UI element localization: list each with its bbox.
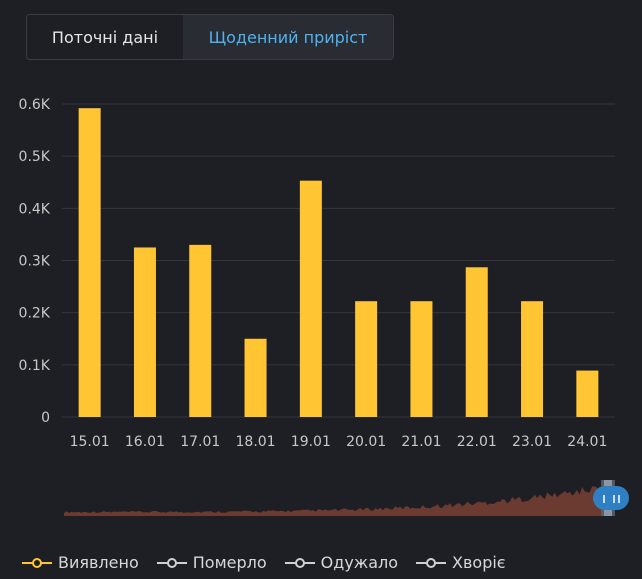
view-tabs: Поточні дані Щоденний приріст bbox=[26, 14, 394, 60]
x-tick-label: 15.01 bbox=[70, 434, 110, 450]
y-tick-label: 0.5K bbox=[19, 149, 51, 165]
x-tick-label: 16.01 bbox=[125, 434, 165, 450]
y-tick-label: 0.2K bbox=[19, 306, 51, 322]
legend-marker-icon bbox=[22, 557, 52, 569]
y-tick-label: 0.4K bbox=[19, 201, 51, 217]
legend-item-recovered[interactable]: Одужало bbox=[284, 553, 399, 572]
x-tick-label: 19.01 bbox=[291, 434, 331, 450]
bar[interactable] bbox=[410, 301, 433, 417]
tab-current-data[interactable]: Поточні дані bbox=[27, 15, 183, 59]
navigator-area bbox=[64, 483, 612, 516]
legend-label: Хворіє bbox=[452, 553, 506, 572]
bar[interactable] bbox=[299, 180, 322, 417]
legend-marker-icon bbox=[284, 557, 315, 569]
legend: Виявлено Померло Одужало Хворіє bbox=[22, 553, 524, 572]
bar[interactable] bbox=[465, 267, 488, 417]
x-tick-label: 22.01 bbox=[457, 434, 497, 450]
bar[interactable] bbox=[244, 338, 267, 417]
y-tick-label: 0.1K bbox=[19, 358, 51, 374]
navigator-handle[interactable] bbox=[593, 480, 629, 516]
x-tick-label: 24.01 bbox=[567, 434, 607, 450]
y-tick-label: 0 bbox=[41, 410, 50, 426]
x-tick-label: 23.01 bbox=[512, 434, 552, 450]
y-axis-ticks: 0 0.1K 0.2K 0.3K 0.4K 0.5K 0.6K bbox=[19, 97, 51, 426]
bar[interactable] bbox=[355, 301, 378, 417]
legend-item-detected[interactable]: Виявлено bbox=[22, 553, 139, 572]
legend-marker-icon bbox=[416, 557, 447, 569]
legend-label: Одужало bbox=[320, 553, 399, 572]
x-tick-label: 21.01 bbox=[401, 434, 441, 450]
legend-label: Виявлено bbox=[58, 553, 139, 572]
navigator-handle-knob[interactable] bbox=[593, 486, 629, 510]
bar[interactable] bbox=[521, 301, 544, 417]
legend-item-sick[interactable]: Хворіє bbox=[416, 553, 506, 572]
x-axis-ticks: 15.01 16.01 17.01 18.01 19.01 20.01 21.01 22.01… bbox=[70, 434, 608, 450]
legend-item-died[interactable]: Померло bbox=[156, 553, 267, 572]
x-tick-label: 18.01 bbox=[236, 434, 276, 450]
legend-label: Померло bbox=[192, 553, 267, 572]
bar[interactable] bbox=[133, 247, 156, 417]
range-navigator[interactable] bbox=[64, 480, 629, 516]
bar[interactable] bbox=[576, 370, 599, 417]
x-tick-label: 20.01 bbox=[346, 434, 386, 450]
bar-chart: 0 0.1K 0.2K 0.3K 0.4K 0.5K 0.6K 15.01 16.01 17.0… bbox=[19, 97, 629, 516]
y-tick-label: 0.3K bbox=[19, 254, 51, 270]
bar[interactable] bbox=[189, 244, 212, 417]
legend-marker-icon bbox=[156, 557, 187, 569]
bar[interactable] bbox=[78, 108, 101, 417]
bars bbox=[78, 108, 599, 417]
tab-daily-growth[interactable]: Щоденний приріст bbox=[183, 15, 393, 59]
x-tick-label: 17.01 bbox=[180, 434, 220, 450]
y-tick-label: 0.6K bbox=[19, 97, 51, 113]
